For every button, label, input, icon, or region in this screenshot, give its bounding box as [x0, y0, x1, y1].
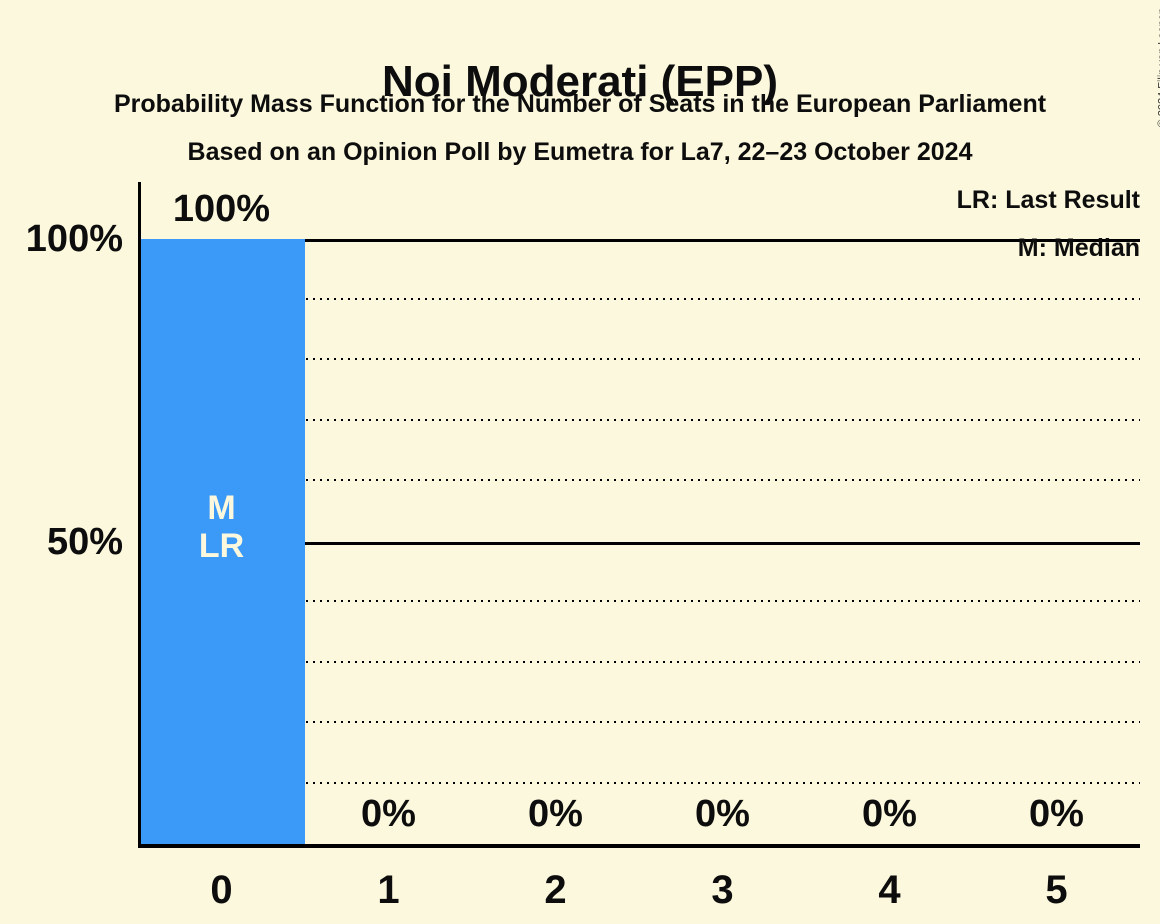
solid-gridline-100 — [138, 239, 1140, 242]
bar-seats-0 — [141, 239, 305, 844]
legend-last-result: LR: Last Result — [956, 186, 1140, 214]
bar-value-label-5: 0% — [1029, 793, 1084, 835]
y-tick-label-50: 50% — [46, 520, 123, 563]
bar-value-label-4: 0% — [862, 793, 917, 835]
dotted-gridline-20 — [138, 721, 1140, 723]
dotted-gridline-10 — [138, 781, 1140, 784]
chart-subtitle: Probability Mass Function for the Number… — [113, 90, 1047, 118]
x-tick-label-2: 2 — [544, 868, 567, 912]
bar-annotation-line: M — [207, 489, 236, 527]
bar-value-label-3: 0% — [695, 793, 750, 835]
dotted-gridline-90 — [138, 297, 1140, 300]
y-tick-label-100: 100% — [25, 218, 123, 260]
dotted-gridline-60 — [138, 479, 1140, 481]
dotted-gridline-40 — [138, 600, 1140, 602]
plot-area: 100% 0% 0% 0% 0% 0% M LR — [138, 182, 1140, 848]
x-axis-labels: 0 1 2 3 4 5 — [138, 862, 1140, 918]
bar-value-label-0: 100% — [172, 188, 271, 230]
x-tick-label-0: 0 — [210, 868, 233, 912]
dotted-gridline-70 — [138, 418, 1140, 421]
chart-subtitle-source: Based on an Opinion Poll by Eumetra for … — [187, 138, 973, 166]
bar-annotation-line: LR — [198, 527, 245, 565]
x-tick-label-4: 4 — [878, 868, 901, 912]
chart-title: Noi Moderati (EPP) — [381, 57, 779, 107]
x-axis-line — [138, 844, 1140, 848]
copyright-notice: © 2024 Filip van Laenen — [1156, 8, 1160, 127]
bar-value-label-1: 0% — [361, 793, 416, 835]
bar-annotation-median-lastresult: M LR — [138, 489, 305, 565]
solid-gridline-50 — [138, 541, 1140, 545]
x-tick-label-5: 5 — [1045, 868, 1068, 912]
x-tick-label-1: 1 — [377, 868, 400, 912]
dotted-gridline-30 — [138, 660, 1140, 663]
bar-value-label-2: 0% — [528, 793, 583, 835]
y-axis-line — [138, 182, 141, 848]
x-tick-label-3: 3 — [711, 868, 734, 912]
legend-median: M: Median — [1017, 234, 1140, 262]
dotted-gridline-80 — [138, 358, 1140, 360]
